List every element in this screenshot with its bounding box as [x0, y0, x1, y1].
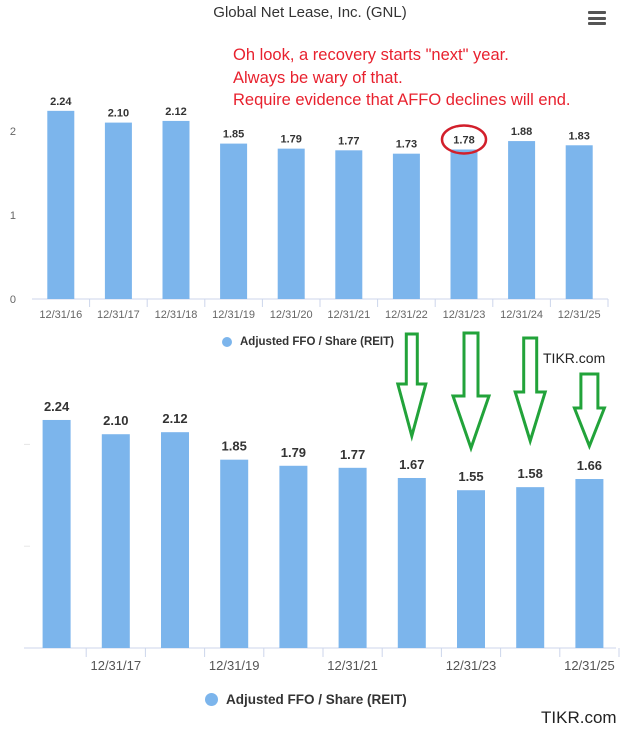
data-label-bottom: 2.24 — [44, 399, 70, 414]
legend-top[interactable]: Adjusted FFO / Share (REIT) — [222, 336, 394, 348]
data-label-bottom: 1.85 — [222, 439, 247, 454]
data-label-top: 2.10 — [108, 108, 129, 120]
data-label-top: 1.78 — [453, 134, 474, 146]
x-tick-label-bottom: 12/31/23 — [446, 658, 497, 673]
x-tick-label-top: 12/31/22 — [385, 309, 428, 321]
y-tick-label-top: 1 — [10, 210, 16, 222]
x-tick-label-bottom: 12/31/25 — [564, 658, 615, 673]
legend-marker-bottom — [205, 693, 218, 706]
x-tick-label-bottom: 12/31/19 — [209, 658, 260, 673]
bar-bottom-12/31/21 — [338, 467, 367, 648]
x-tick-label-top: 12/31/20 — [270, 309, 313, 321]
data-label-top: 2.24 — [50, 96, 72, 108]
x-tick-label-bottom: 12/31/17 — [90, 658, 141, 673]
data-label-top: 1.77 — [338, 135, 359, 147]
annotation-line-3: Require evidence that AFFO declines will… — [233, 91, 571, 109]
x-tick-label-top: 12/31/23 — [443, 309, 486, 321]
bar-bottom-12/31/16 — [42, 419, 71, 648]
bar-bottom-12/31/20 — [279, 465, 308, 648]
bar-top-12/31/21 — [335, 150, 363, 299]
bar-top-12/31/19 — [220, 143, 248, 299]
y-tick-label-top: 0 — [10, 294, 16, 306]
bar-top-12/31/23 — [450, 149, 478, 299]
down-arrow-icon — [395, 332, 428, 442]
data-label-bottom: 1.66 — [577, 458, 602, 473]
x-tick-label-bottom: 12/31/21 — [327, 658, 378, 673]
data-label-bottom: 1.77 — [340, 447, 365, 462]
bar-top-12/31/16 — [47, 110, 75, 299]
x-tick-label-top: 12/31/21 — [327, 309, 370, 321]
bar-top-12/31/20 — [277, 148, 305, 299]
bar-top-12/31/22 — [392, 153, 420, 299]
tikr-watermark-bottom: TIKR.com — [541, 708, 617, 727]
x-tick-label-top: 12/31/24 — [500, 309, 543, 321]
highlight-circle — [440, 124, 488, 155]
data-label-top: 1.83 — [568, 130, 589, 142]
legend-bottom[interactable]: Adjusted FFO / Share (REIT) — [205, 692, 407, 707]
x-tick-label-top: 12/31/18 — [155, 309, 198, 321]
data-label-bottom: 1.58 — [518, 466, 543, 481]
bar-top-12/31/25 — [565, 145, 593, 299]
x-tick-label-top: 12/31/19 — [212, 309, 255, 321]
x-tick-label-top: 12/31/16 — [39, 309, 82, 321]
hamburger-menu-icon[interactable] — [588, 11, 606, 25]
down-arrow-icon — [513, 336, 548, 447]
bar-bottom-12/31/18 — [161, 432, 189, 648]
data-label-top: 1.79 — [280, 134, 301, 146]
data-label-bottom: 2.12 — [162, 411, 187, 426]
bar-bottom-12/31/17 — [101, 434, 130, 648]
legend-label-top: Adjusted FFO / Share (REIT) — [240, 336, 394, 348]
bar-bottom-12/31/19 — [220, 459, 249, 648]
bar-bottom-12/31/23 — [457, 490, 485, 648]
data-label-top: 1.85 — [223, 129, 244, 141]
data-label-bottom: 1.67 — [399, 457, 424, 472]
data-label-bottom: 2.10 — [103, 413, 128, 428]
legend-label-bottom: Adjusted FFO / Share (REIT) — [226, 692, 407, 707]
x-tick-label-top: 12/31/25 — [558, 309, 601, 321]
bar-bottom-12/31/25 — [575, 479, 604, 648]
annotation-note: Oh look, a recovery starts "next" year. … — [233, 44, 571, 112]
bar-top-12/31/24 — [508, 141, 536, 299]
x-tick-label-top: 12/31/17 — [97, 309, 140, 321]
legend-marker-top — [222, 337, 232, 347]
data-label-bottom: 1.55 — [458, 469, 483, 484]
data-label-bottom: 1.79 — [281, 445, 306, 460]
down-arrow-icon — [450, 331, 492, 453]
data-label-top: 1.73 — [396, 139, 417, 151]
annotation-line-1: Oh look, a recovery starts "next" year. — [233, 46, 509, 64]
bar-bottom-12/31/24 — [516, 487, 545, 648]
y-tick-label-top: 2 — [10, 126, 16, 138]
annotation-line-2: Always be wary of that. — [233, 68, 403, 87]
chart-title: Global Net Lease, Inc. (GNL) — [213, 4, 407, 21]
bar-top-12/31/18 — [162, 120, 190, 299]
bar-top-12/31/17 — [104, 122, 132, 299]
down-arrow-icon — [572, 372, 607, 451]
data-label-top: 1.88 — [511, 126, 532, 138]
data-label-top: 2.12 — [165, 106, 186, 118]
bar-bottom-12/31/22 — [397, 477, 426, 648]
tikr-watermark-top: TIKR.com — [543, 350, 606, 366]
